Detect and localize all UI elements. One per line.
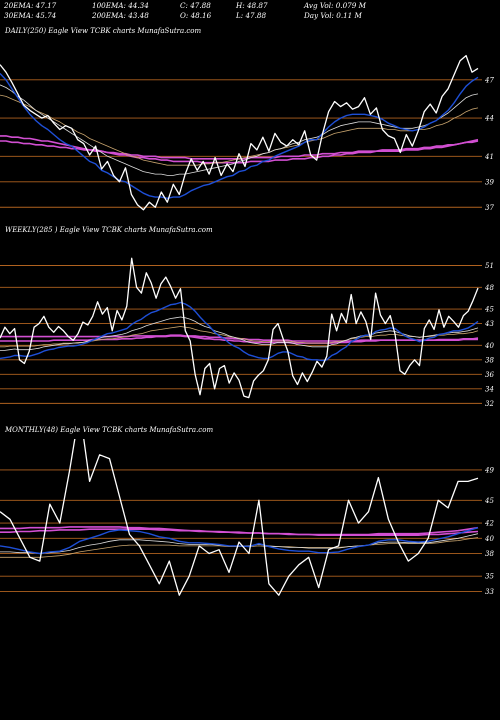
high-stat: H: 48.87 — [236, 1, 268, 10]
y-tick-label-1: 44 — [484, 115, 494, 123]
close-stat: C: 47.88 — [180, 1, 211, 10]
ema30-stat: 30EMA: 45.74 — [4, 11, 57, 20]
y-tick-label-0: 49 — [484, 466, 494, 474]
y-tick-label-3: 40 — [484, 535, 494, 543]
y-tick-label-2: 42 — [484, 520, 494, 528]
open-stat: O: 48.16 — [180, 11, 212, 20]
y-tick-label-6: 36 — [485, 371, 494, 379]
y-tick-label-5: 35 — [485, 573, 494, 581]
y-tick-label-1: 48 — [484, 284, 494, 292]
y-tick-label-4: 38 — [485, 550, 494, 558]
monthly-chart: 49 45 42 40 38 35 33 — [0, 439, 494, 596]
y-tick-label-1: 45 — [484, 497, 494, 505]
ema100-stat: 100EMA: 44.34 — [92, 1, 149, 10]
ema-tan-line — [0, 326, 479, 348]
ema-white-line — [0, 316, 479, 351]
ema-blue-line — [0, 527, 479, 555]
ema-magenta-1-line — [0, 526, 479, 536]
ema200-stat: 200EMA: 43.48 — [92, 11, 149, 20]
y-tick-label-6: 33 — [485, 588, 494, 596]
indicator-stats: 20EMA: 47.17 100EMA: 44.34 C: 47.88 H: 4… — [4, 1, 496, 25]
monthly-chart-title: MONTHLY(48) Eagle View TCBK charts Munaf… — [5, 426, 214, 434]
ema-blue-line — [0, 301, 479, 362]
avg-vol-stat: Avg Vol: 0.079 M — [304, 1, 366, 10]
y-tick-label-4: 37 — [485, 204, 494, 212]
y-tick-label-0: 47 — [484, 76, 494, 84]
y-tick-label-0: 51 — [485, 262, 494, 270]
y-tick-label-3: 39 — [485, 178, 494, 186]
price-line — [0, 439, 479, 596]
price-line — [0, 54, 479, 211]
y-tick-label-7: 34 — [485, 385, 494, 393]
ema-blue-line — [0, 73, 479, 200]
ema-tan-line — [0, 94, 479, 166]
y-tick-label-5: 38 — [485, 356, 494, 364]
weekly-chart-title: WEEKLY(285 ) Eagle View TCBK charts Muna… — [5, 226, 213, 234]
y-tick-label-4: 40 — [484, 342, 494, 350]
y-tick-label-3: 43 — [484, 320, 494, 328]
low-stat: L: 47.88 — [236, 11, 267, 20]
daily-chart: 47 44 41 39 37 — [0, 54, 494, 212]
ema-magenta-1-line — [0, 135, 479, 164]
ema20-stat: 20EMA: 47.17 — [4, 1, 57, 10]
day-vol-stat: Day Vol: 0.11 M — [304, 11, 362, 20]
y-tick-label-8: 32 — [485, 400, 494, 408]
weekly-chart: 51 48 45 43 40 38 36 34 32 — [0, 257, 494, 408]
price-line — [0, 257, 479, 399]
ema-magenta-1-line — [0, 335, 479, 344]
y-tick-label-2: 45 — [484, 306, 494, 314]
y-tick-label-2: 41 — [484, 153, 494, 161]
daily-chart-title: DAILY(250) Eagle View TCBK charts Munafa… — [5, 27, 202, 35]
